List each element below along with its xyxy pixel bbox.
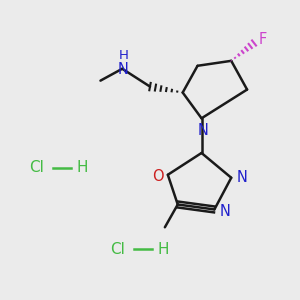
Text: N: N [118, 62, 129, 77]
Text: H: H [158, 242, 170, 256]
Text: N: N [198, 123, 209, 138]
Text: O: O [152, 169, 164, 184]
Text: H: H [118, 50, 128, 62]
Text: H: H [77, 160, 88, 175]
Text: F: F [259, 32, 267, 46]
Text: N: N [237, 170, 248, 185]
Text: N: N [220, 204, 231, 219]
Text: Cl: Cl [110, 242, 125, 256]
Text: Cl: Cl [29, 160, 44, 175]
